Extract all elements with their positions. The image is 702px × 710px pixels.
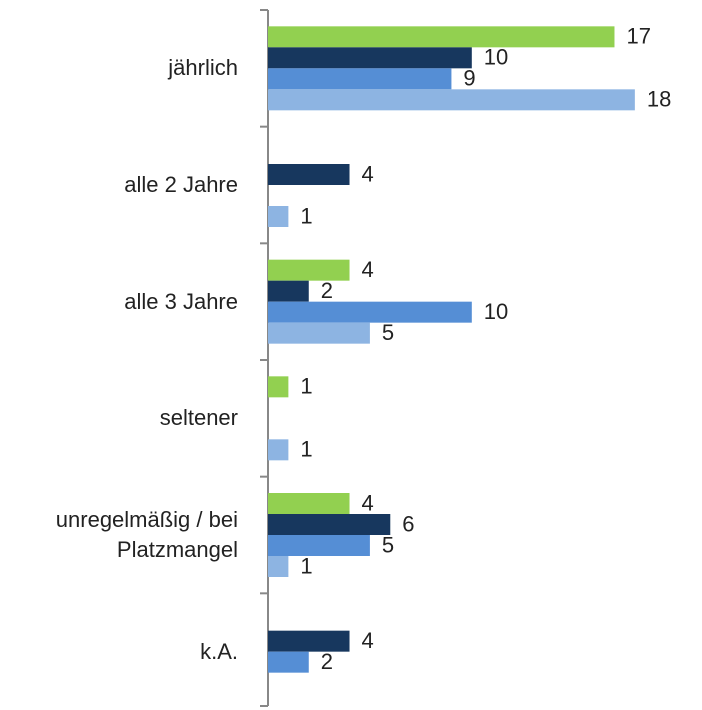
bar bbox=[268, 493, 350, 514]
bar bbox=[268, 47, 472, 69]
bar bbox=[268, 206, 289, 227]
bar bbox=[268, 535, 370, 556]
category-label: jährlich bbox=[168, 55, 238, 81]
value-label: 4 bbox=[362, 490, 374, 515]
category-label: alle 3 Jahre bbox=[124, 288, 238, 314]
value-label: 2 bbox=[321, 278, 333, 303]
bar bbox=[268, 376, 289, 398]
bar bbox=[268, 301, 472, 323]
value-label: 10 bbox=[484, 45, 508, 70]
value-label: 1 bbox=[300, 553, 312, 578]
value-label: 5 bbox=[382, 532, 394, 557]
bar bbox=[268, 322, 370, 344]
value-label: 6 bbox=[402, 511, 414, 536]
category-label: k.A. bbox=[200, 638, 238, 664]
value-label: 5 bbox=[382, 320, 394, 345]
value-label: 1 bbox=[300, 437, 312, 462]
value-label: 18 bbox=[647, 87, 671, 112]
category-label: unregelmäßig / bei Platzmangel bbox=[55, 507, 238, 562]
bar bbox=[268, 651, 309, 673]
bar bbox=[268, 89, 635, 111]
bar bbox=[268, 556, 289, 577]
value-label: 2 bbox=[321, 649, 333, 674]
bar bbox=[268, 259, 350, 281]
bar bbox=[268, 26, 615, 48]
bar bbox=[268, 164, 350, 185]
category-label: seltener bbox=[159, 405, 238, 431]
bar bbox=[268, 439, 289, 461]
bar bbox=[268, 280, 309, 302]
value-label: 1 bbox=[300, 203, 312, 228]
value-label: 9 bbox=[463, 66, 475, 91]
value-label: 4 bbox=[362, 628, 374, 653]
value-label: 10 bbox=[484, 299, 508, 324]
bar bbox=[268, 514, 391, 535]
value-label: 4 bbox=[362, 257, 374, 282]
bar bbox=[268, 630, 350, 652]
value-label: 1 bbox=[300, 374, 312, 399]
value-label: 17 bbox=[626, 24, 650, 49]
value-label: 4 bbox=[362, 161, 374, 186]
bar bbox=[268, 68, 452, 90]
category-label: alle 2 Jahre bbox=[124, 172, 238, 197]
